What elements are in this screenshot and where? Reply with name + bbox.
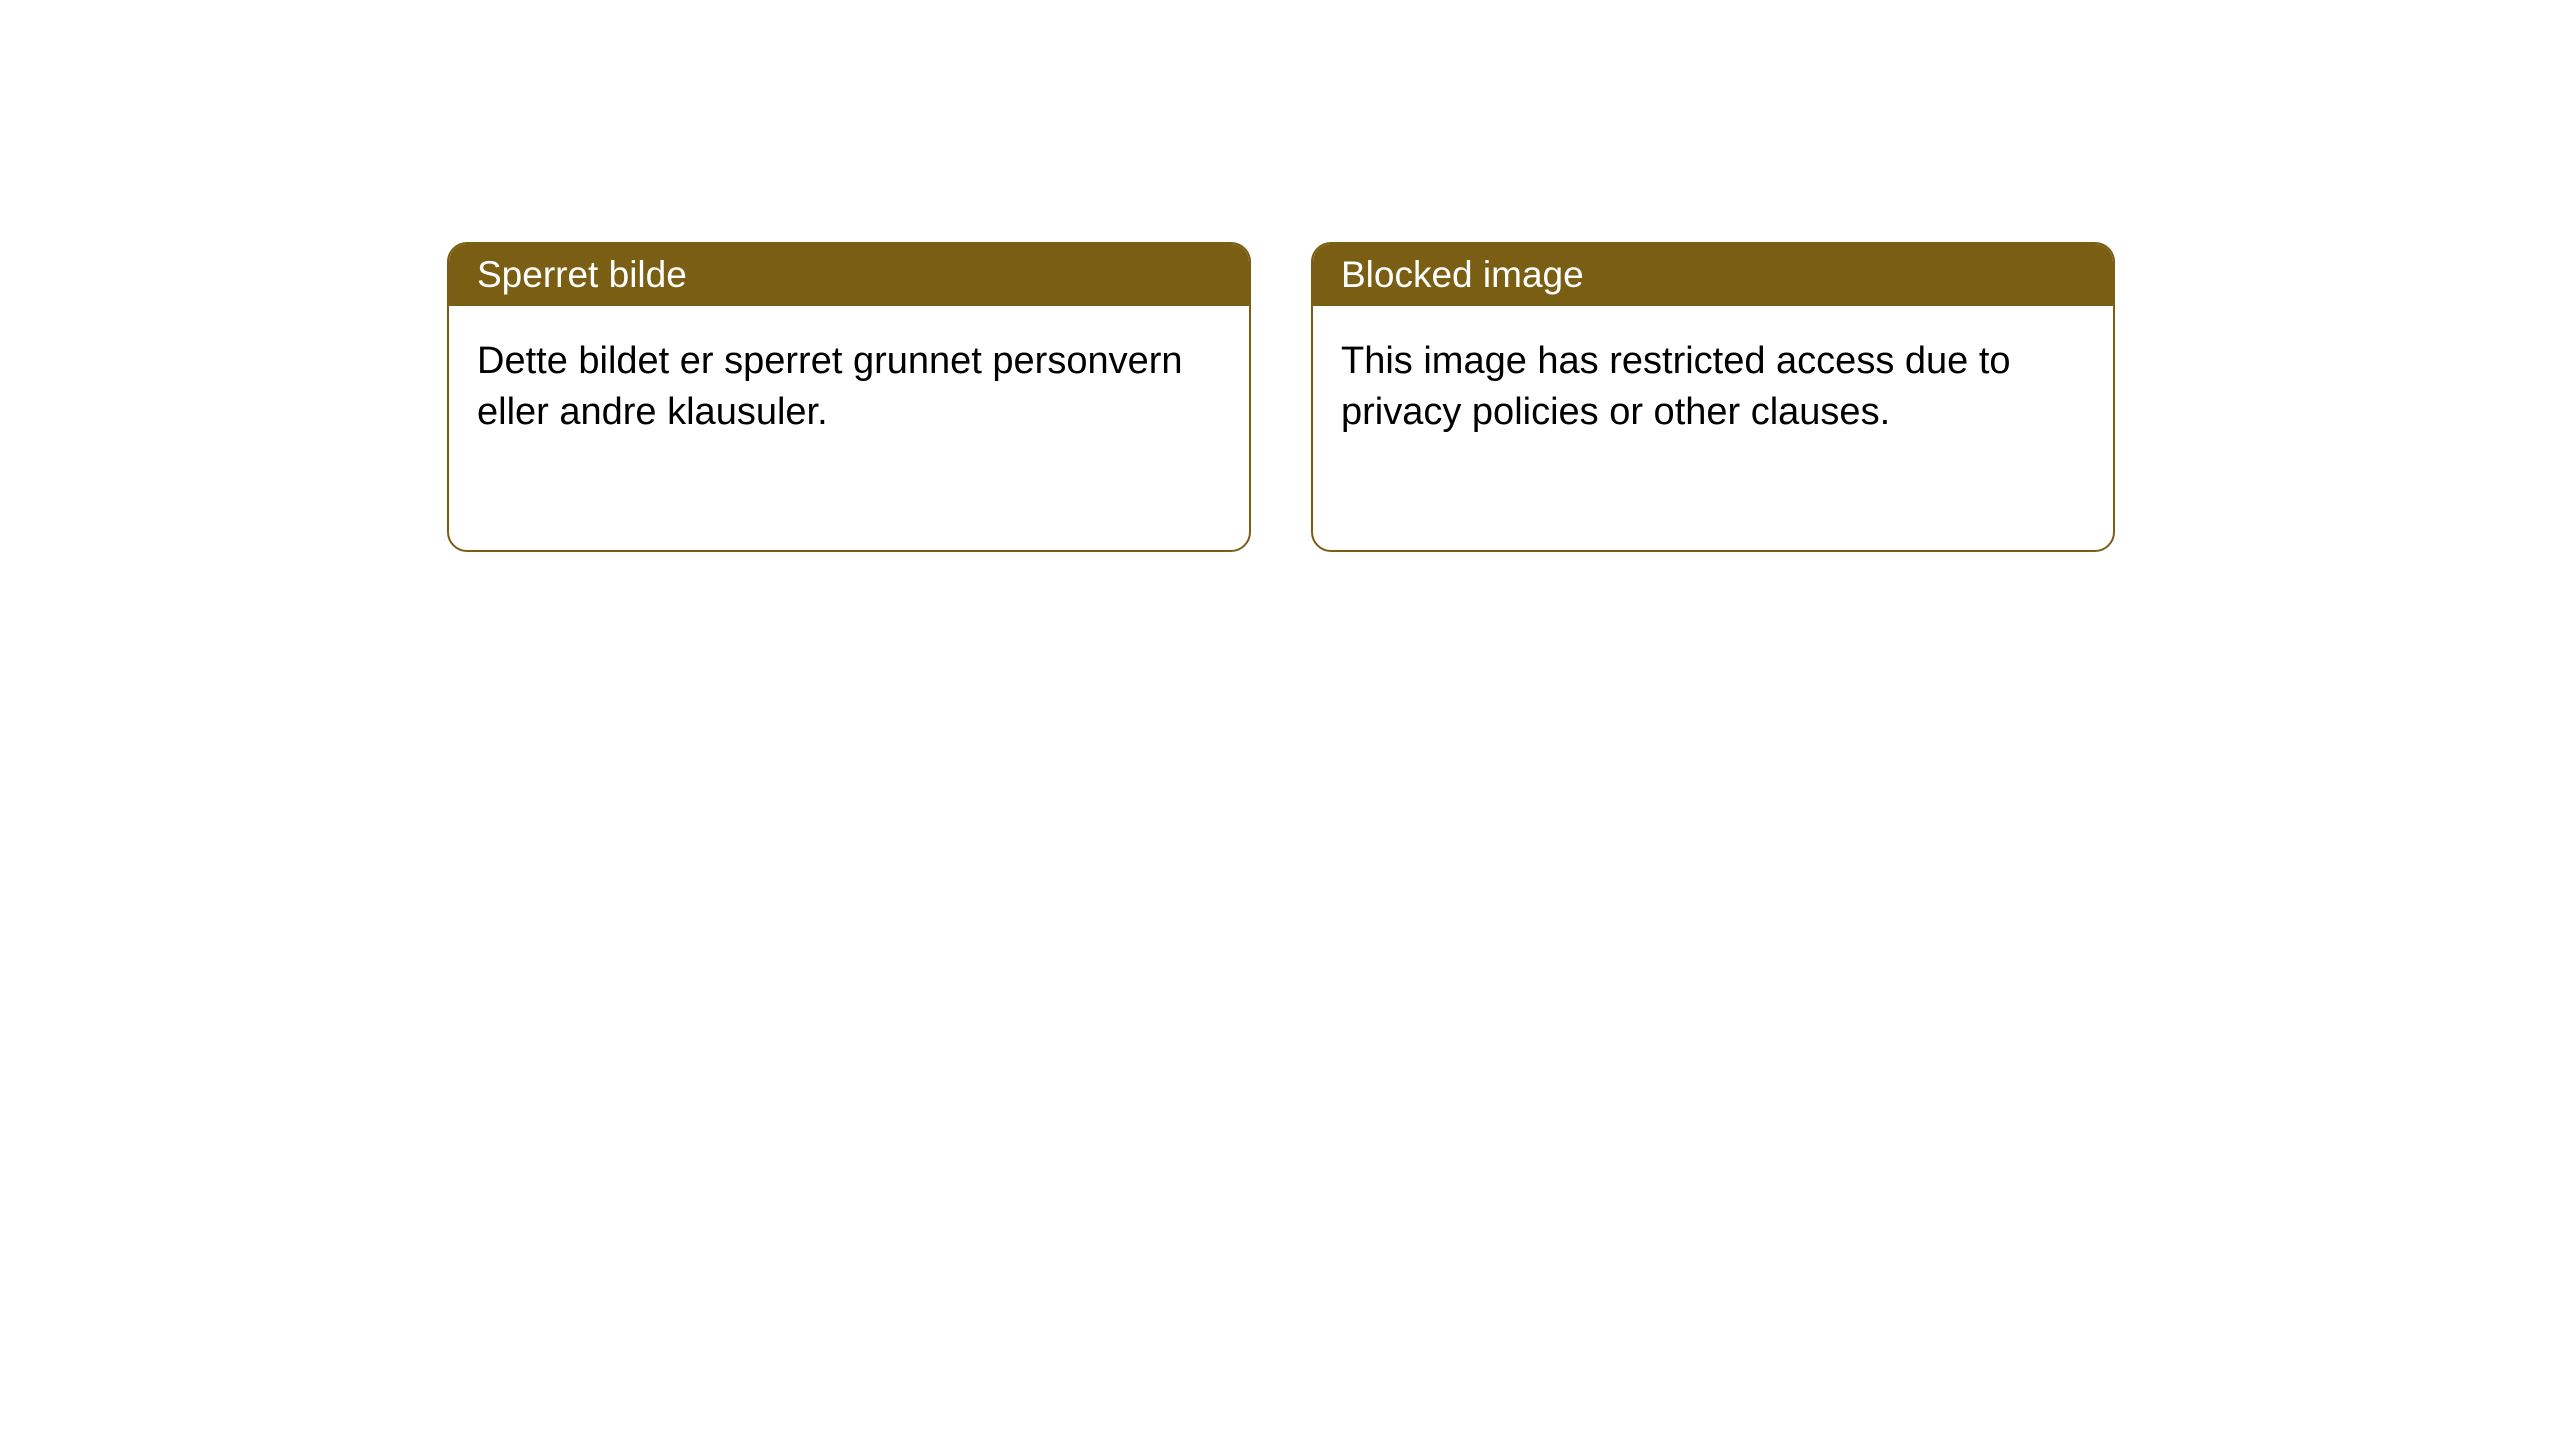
notice-card-english: Blocked image This image has restricted … xyxy=(1311,242,2115,552)
notice-card-header: Sperret bilde xyxy=(449,244,1249,306)
notice-card-title: Blocked image xyxy=(1341,254,1584,295)
notice-card-body: This image has restricted access due to … xyxy=(1313,306,2113,550)
notice-card-norwegian: Sperret bilde Dette bildet er sperret gr… xyxy=(447,242,1251,552)
notice-card-header: Blocked image xyxy=(1313,244,2113,306)
notice-cards-row: Sperret bilde Dette bildet er sperret gr… xyxy=(447,242,2115,552)
notice-card-text: This image has restricted access due to … xyxy=(1341,340,2011,433)
notice-card-title: Sperret bilde xyxy=(477,254,687,295)
notice-card-body: Dette bildet er sperret grunnet personve… xyxy=(449,306,1249,550)
notice-card-text: Dette bildet er sperret grunnet personve… xyxy=(477,340,1183,433)
